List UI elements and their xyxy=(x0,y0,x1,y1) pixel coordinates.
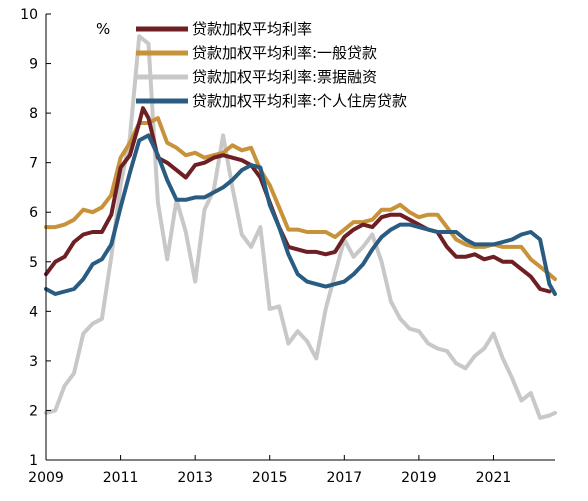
y-tick-label: 7 xyxy=(29,156,38,172)
x-tick-label: 2009 xyxy=(28,470,64,486)
x-tick-label: 2021 xyxy=(476,470,512,486)
series-line-1 xyxy=(44,106,552,294)
series-layer xyxy=(44,34,557,420)
y-tick-label: 9 xyxy=(29,57,38,73)
axes-layer: 1 2 3 4 5 6 7 8 9 10 2009 2011 2013 2015 2017 2019 2021 xyxy=(20,7,555,486)
x-tick-label: 2015 xyxy=(252,470,288,486)
legend: 贷款加权平均利率贷款加权平均利率:一般贷款贷款加权平均利率:票据融资贷款加权平均… xyxy=(136,20,407,110)
series-line-4 xyxy=(44,133,557,296)
legend-label-4: 贷款加权平均利率:个人住房贷款 xyxy=(192,92,407,110)
y-axis-ticks: 1 2 3 4 5 6 7 8 9 10 xyxy=(20,7,51,469)
x-tick-label: 2011 xyxy=(103,470,139,486)
y-tick-label: 6 xyxy=(29,205,38,221)
legend-label-1: 贷款加权平均利率 xyxy=(192,20,312,38)
x-tick-label: 2013 xyxy=(177,470,213,486)
y-unit-label: % xyxy=(96,20,110,38)
y-tick-label: 10 xyxy=(20,7,38,23)
legend-label-3: 贷款加权平均利率:票据融资 xyxy=(192,68,377,86)
series-line-3 xyxy=(44,34,557,420)
x-axis-ticks: 2009 2011 2013 2015 2017 2019 2021 xyxy=(28,455,511,486)
series-line-2 xyxy=(44,116,557,282)
y-tick-label: 8 xyxy=(29,106,38,122)
y-tick-label: 2 xyxy=(29,403,38,419)
y-tick-label: 5 xyxy=(29,255,38,271)
x-tick-label: 2017 xyxy=(326,470,362,486)
x-tick-label: 2019 xyxy=(401,470,437,486)
y-tick-label: 4 xyxy=(29,304,38,320)
legend-label-2: 贷款加权平均利率:一般贷款 xyxy=(192,44,377,62)
y-tick-label: 3 xyxy=(29,354,38,370)
y-tick-label: 1 xyxy=(29,453,38,469)
